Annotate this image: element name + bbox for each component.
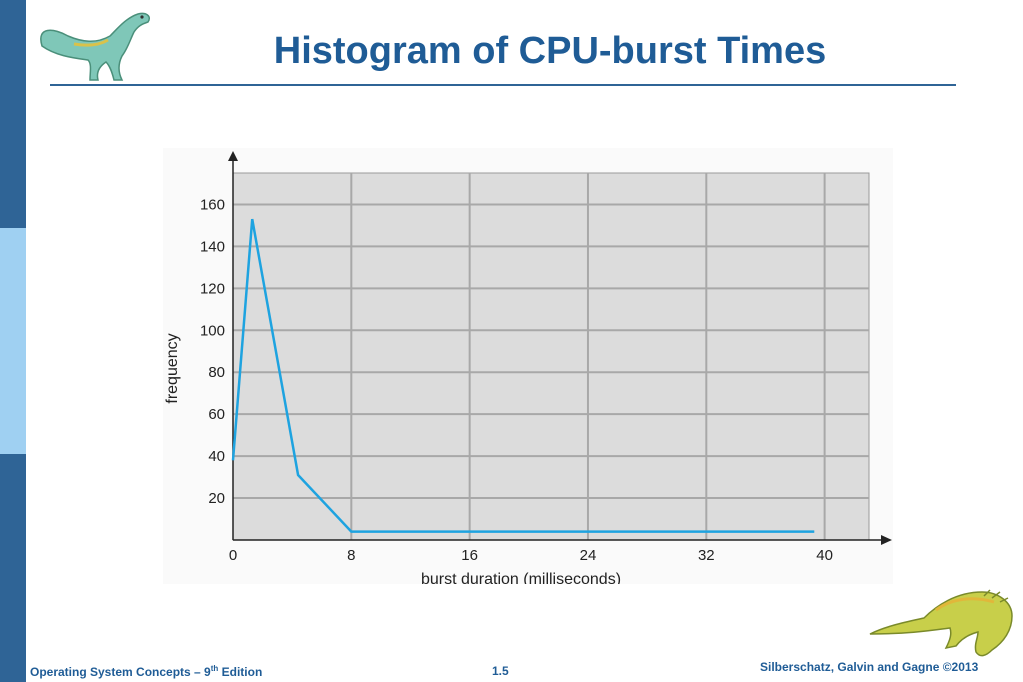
y-tick-label: 40 bbox=[208, 448, 225, 465]
footer-page-number: 1.5 bbox=[492, 664, 509, 678]
y-tick-label: 100 bbox=[200, 322, 225, 339]
x-tick-label: 32 bbox=[698, 547, 715, 564]
y-tick-label: 20 bbox=[208, 490, 225, 507]
footer-left-text: Operating System Concepts – 9 bbox=[30, 665, 211, 679]
y-axis-title: frequency bbox=[164, 333, 181, 403]
x-tick-label: 24 bbox=[580, 547, 597, 564]
footer-left-superscript: th bbox=[210, 664, 219, 673]
sidebar-segment-middle bbox=[0, 228, 26, 454]
dinosaur-corner-icon bbox=[869, 589, 1013, 657]
histogram-chart: 0 8 16 24 32 40 20 40 60 80 100 120 140 160 burst dura… bbox=[164, 151, 892, 584]
y-tick-label: 160 bbox=[200, 196, 225, 213]
x-tick-label: 16 bbox=[461, 547, 478, 564]
page-title: Histogram of CPU-burst Times bbox=[273, 30, 827, 72]
x-tick-label: 0 bbox=[229, 547, 237, 564]
dinosaur-logo-icon bbox=[40, 12, 150, 81]
chart-area: 0 8 16 24 32 40 20 40 60 80 100 120 140 160 burst dura… bbox=[163, 148, 893, 584]
footer-left-tail: Edition bbox=[218, 665, 263, 679]
x-axis-arrow-icon bbox=[881, 535, 892, 545]
x-axis-title: burst duration (milliseconds) bbox=[421, 571, 621, 584]
footer-course-title: Operating System Concepts – 9th Edition bbox=[30, 664, 262, 679]
footer-copyright: Silberschatz, Galvin and Gagne ©2013 bbox=[760, 660, 979, 674]
y-tick-label: 140 bbox=[200, 238, 225, 255]
title-divider bbox=[50, 84, 956, 86]
x-tick-label: 40 bbox=[816, 547, 833, 564]
plot-background bbox=[232, 172, 870, 541]
left-sidebar bbox=[0, 0, 26, 682]
y-tick-label: 120 bbox=[200, 280, 225, 297]
sidebar-segment-top bbox=[0, 0, 26, 228]
y-tick-label: 60 bbox=[208, 406, 225, 423]
y-axis-arrow-icon bbox=[228, 151, 238, 161]
y-tick-label: 80 bbox=[208, 364, 225, 381]
x-tick-label: 8 bbox=[347, 547, 355, 564]
sidebar-segment-bottom bbox=[0, 454, 26, 682]
